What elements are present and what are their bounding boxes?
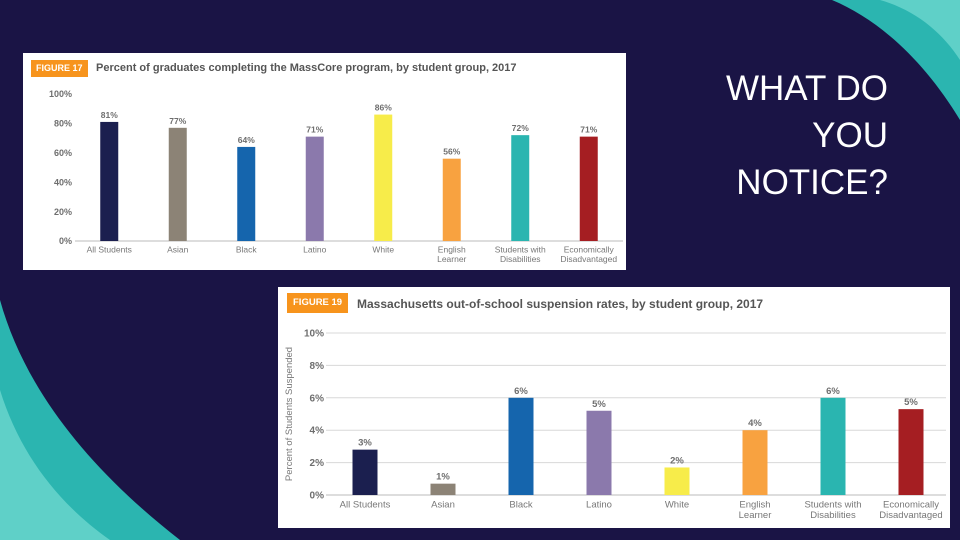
- x-tick-label: Latino: [586, 500, 612, 511]
- teal-swoosh-top-right-inner: [880, 0, 960, 60]
- x-tick-label: Asian: [431, 500, 455, 511]
- data-label: 72%: [512, 123, 529, 133]
- y-tick-label: 0%: [310, 491, 325, 502]
- bar: [586, 410, 612, 495]
- x-tick-label: All Students: [340, 500, 391, 511]
- bar: [579, 136, 598, 241]
- bar: [508, 397, 534, 495]
- data-label: 77%: [169, 116, 186, 126]
- y-axis-label: Percent of Students Suspended: [284, 347, 295, 481]
- figure-19-title: Massachusetts out-of-school suspension r…: [357, 297, 764, 311]
- x-tick-label: English: [438, 245, 466, 255]
- figure-19-chart: 0% 2% 4% 6% 8% 10% 3% All Students 1% Asian 6% Blac…: [284, 329, 946, 521]
- x-tick-label: Asian: [167, 245, 189, 255]
- data-label: 86%: [375, 103, 392, 113]
- data-label: 6%: [826, 386, 840, 397]
- x-tick-label: Learner: [739, 510, 772, 521]
- x-tick-label: White: [665, 500, 689, 511]
- bar: [305, 136, 324, 241]
- bar: [430, 483, 456, 495]
- x-tick-label: White: [372, 245, 394, 255]
- x-tick-label: All Students: [87, 245, 132, 255]
- x-tick-label: Learner: [437, 254, 466, 264]
- data-label: 71%: [580, 125, 597, 135]
- x-tick-label: Disabilities: [500, 254, 541, 264]
- data-label: 3%: [358, 438, 372, 449]
- bar: [664, 467, 690, 495]
- y-tick-label: 6%: [310, 393, 325, 404]
- bar: [374, 114, 393, 241]
- x-tick-label: Black: [509, 500, 532, 511]
- x-tick-label: Economically: [883, 500, 939, 511]
- figure-17-badge: FIGURE 17: [31, 60, 88, 77]
- data-label: 2%: [670, 455, 684, 466]
- x-tick-label: English: [739, 500, 770, 511]
- x-tick-label: Students with: [495, 245, 546, 255]
- x-tick-label: Latino: [303, 245, 326, 255]
- x-tick-label: Students with: [804, 500, 861, 511]
- y-tick-label: 100%: [49, 89, 72, 99]
- x-tick-label: Black: [236, 245, 258, 255]
- data-label: 64%: [238, 135, 255, 145]
- data-label: 4%: [748, 418, 762, 429]
- data-label: 6%: [514, 386, 528, 397]
- x-tick-label: Disabilities: [810, 510, 856, 521]
- data-label: 56%: [443, 147, 460, 157]
- y-tick-label: 0%: [59, 236, 72, 246]
- data-label: 1%: [436, 472, 450, 483]
- figure-17-chart: 0% 20% 40% 60% 80% 100% 81% All Students 77% Asia…: [49, 89, 623, 264]
- bar: [742, 430, 768, 495]
- teal-swoosh-top-right: [832, 0, 960, 120]
- figure-19-panel: FIGURE 19 Massachusetts out-of-school su…: [278, 287, 950, 528]
- figure-19-badge: FIGURE 19: [287, 293, 349, 313]
- x-tick-label: Economically: [564, 245, 615, 255]
- question-heading: WHAT DO YOU NOTICE?: [725, 69, 888, 202]
- y-tick-label: 8%: [310, 361, 325, 372]
- bar: [511, 135, 530, 241]
- figure-17-panel: FIGURE 17 Percent of graduates completin…: [23, 53, 626, 270]
- bar: [898, 409, 924, 495]
- y-tick-label: 40%: [54, 177, 72, 187]
- y-tick-label: 20%: [54, 207, 72, 217]
- y-tick-label: 10%: [304, 329, 324, 340]
- bar: [100, 121, 119, 241]
- y-tick-label: 2%: [310, 458, 325, 469]
- data-label: 5%: [904, 397, 918, 408]
- y-tick-label: 80%: [54, 119, 72, 129]
- bar: [237, 146, 256, 241]
- bar: [820, 397, 846, 495]
- data-label: 5%: [592, 399, 606, 410]
- teal-swoosh-bottom-left-inner: [0, 390, 110, 540]
- y-tick-label: 60%: [54, 148, 72, 158]
- data-label: 71%: [306, 125, 323, 135]
- bar: [352, 449, 378, 495]
- x-tick-label: Disadvantaged: [560, 254, 617, 264]
- bar: [168, 127, 187, 241]
- data-label: 81%: [101, 110, 118, 120]
- bar: [442, 158, 461, 241]
- x-tick-label: Disadvantaged: [879, 510, 942, 521]
- y-tick-label: 4%: [310, 426, 325, 437]
- figure-17-title: Percent of graduates completing the Mass…: [96, 62, 517, 74]
